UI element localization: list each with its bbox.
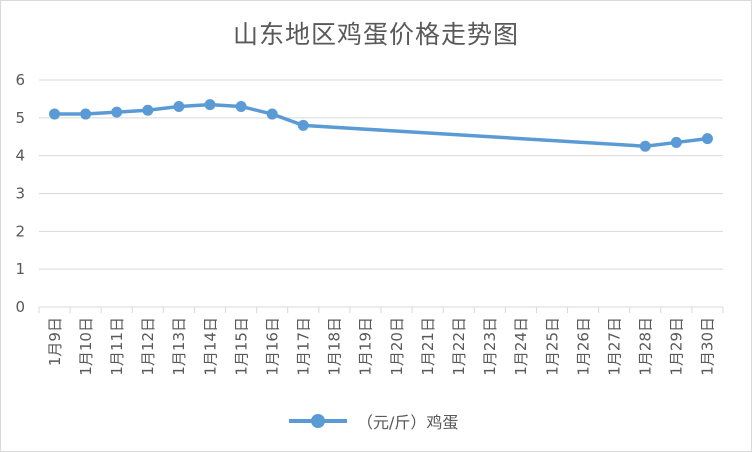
x-tick-label: 1月28日	[637, 317, 655, 376]
chart-title: 山东地区鸡蛋价格走势图	[232, 20, 519, 49]
y-tick-label: 0	[15, 298, 25, 316]
x-tick-label: 1月29日	[668, 317, 686, 376]
x-tick-label: 1月26日	[574, 317, 592, 376]
x-tick-label: 1月24日	[512, 317, 530, 376]
x-tick-label: 1月30日	[699, 317, 717, 376]
data-point	[142, 104, 154, 116]
x-tick-label: 1月12日	[139, 317, 157, 376]
data-point	[204, 99, 216, 111]
x-tick-label: 1月25日	[543, 317, 561, 376]
x-tick-label: 1月18日	[326, 317, 344, 376]
data-point	[111, 106, 123, 118]
x-tick-label: 1月10日	[77, 317, 95, 376]
x-tick-label: 1月9日	[46, 317, 64, 366]
data-point	[235, 100, 247, 112]
x-tick-label: 1月27日	[605, 317, 623, 376]
x-tick-label: 1月17日	[295, 317, 313, 376]
legend-swatch	[289, 409, 347, 433]
data-point	[49, 108, 61, 120]
x-tick-label: 1月22日	[450, 317, 468, 376]
chart-legend: （元/斤）鸡蛋	[289, 409, 458, 433]
x-tick-label: 1月11日	[108, 317, 126, 376]
x-tick-label: 1月21日	[419, 317, 437, 376]
x-tick-label: 1月13日	[170, 317, 188, 376]
y-tick-label: 6	[15, 71, 25, 89]
legend-marker	[311, 414, 325, 428]
data-point	[173, 100, 185, 112]
x-tick-label: 1月20日	[388, 317, 406, 376]
x-tick-label: 1月23日	[481, 317, 499, 376]
y-tick-label: 3	[15, 185, 25, 203]
data-point	[266, 108, 278, 120]
legend-label: （元/斤）鸡蛋	[357, 413, 459, 432]
x-tick-label: 1月15日	[232, 317, 250, 376]
y-tick-label: 1	[15, 260, 25, 278]
y-tick-label: 2	[15, 222, 25, 240]
x-tick-label: 1月16日	[263, 317, 281, 376]
x-tick-label: 1月19日	[357, 317, 375, 376]
data-point	[670, 136, 682, 148]
y-tick-label: 4	[15, 147, 25, 165]
data-point	[701, 133, 713, 145]
data-point	[80, 108, 92, 120]
x-tick-label: 1月14日	[201, 317, 219, 376]
data-point	[297, 119, 309, 131]
data-point	[639, 140, 651, 152]
y-tick-label: 5	[15, 109, 25, 127]
